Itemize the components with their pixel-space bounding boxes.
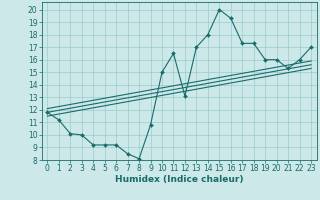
X-axis label: Humidex (Indice chaleur): Humidex (Indice chaleur) <box>115 175 244 184</box>
